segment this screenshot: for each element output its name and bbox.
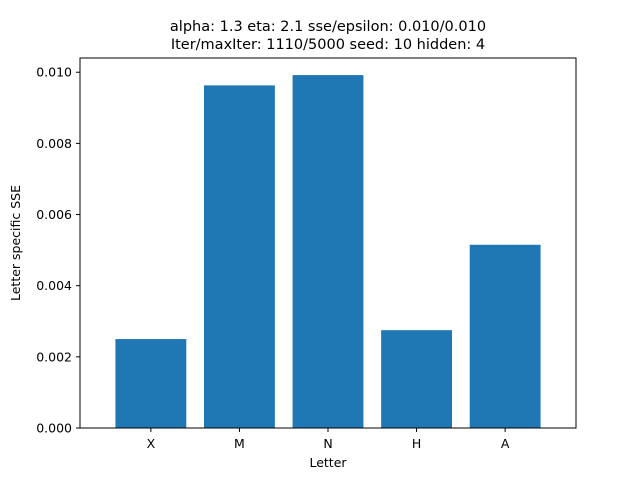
y-tick-label: 0.006 — [36, 207, 72, 222]
x-tick-label: N — [323, 436, 332, 451]
bar-A — [469, 244, 541, 428]
plot-frame — [79, 57, 577, 429]
x-axis-label: Letter — [309, 455, 347, 470]
x-tick-label: H — [412, 436, 421, 451]
y-axis-label: Letter specific SSE — [8, 185, 23, 301]
y-tick-label: 0.000 — [36, 421, 72, 436]
y-tick-label: 0.008 — [36, 136, 72, 151]
bar-M — [204, 85, 275, 428]
y-tick-label: 0.004 — [36, 278, 72, 293]
chart-title-line-1: alpha: 1.3 eta: 2.1 sse/epsilon: 0.010/0… — [170, 19, 486, 35]
y-tick-label: 0.010 — [36, 65, 72, 80]
bar-H — [381, 330, 452, 428]
x-tick-label: M — [234, 436, 245, 451]
bar-N — [292, 75, 364, 428]
chart-title-line-2: Iter/maxIter: 1110/5000 seed: 10 hidden:… — [171, 37, 485, 53]
bar-X — [115, 339, 187, 428]
y-axis-ticks: 0.000 0.002 0.004 0.006 0.008 0.010 — [36, 65, 80, 436]
bar-series — [115, 75, 541, 428]
x-tick-label: X — [147, 436, 156, 451]
y-tick-label: 0.002 — [36, 349, 72, 364]
x-tick-label: A — [501, 436, 510, 451]
